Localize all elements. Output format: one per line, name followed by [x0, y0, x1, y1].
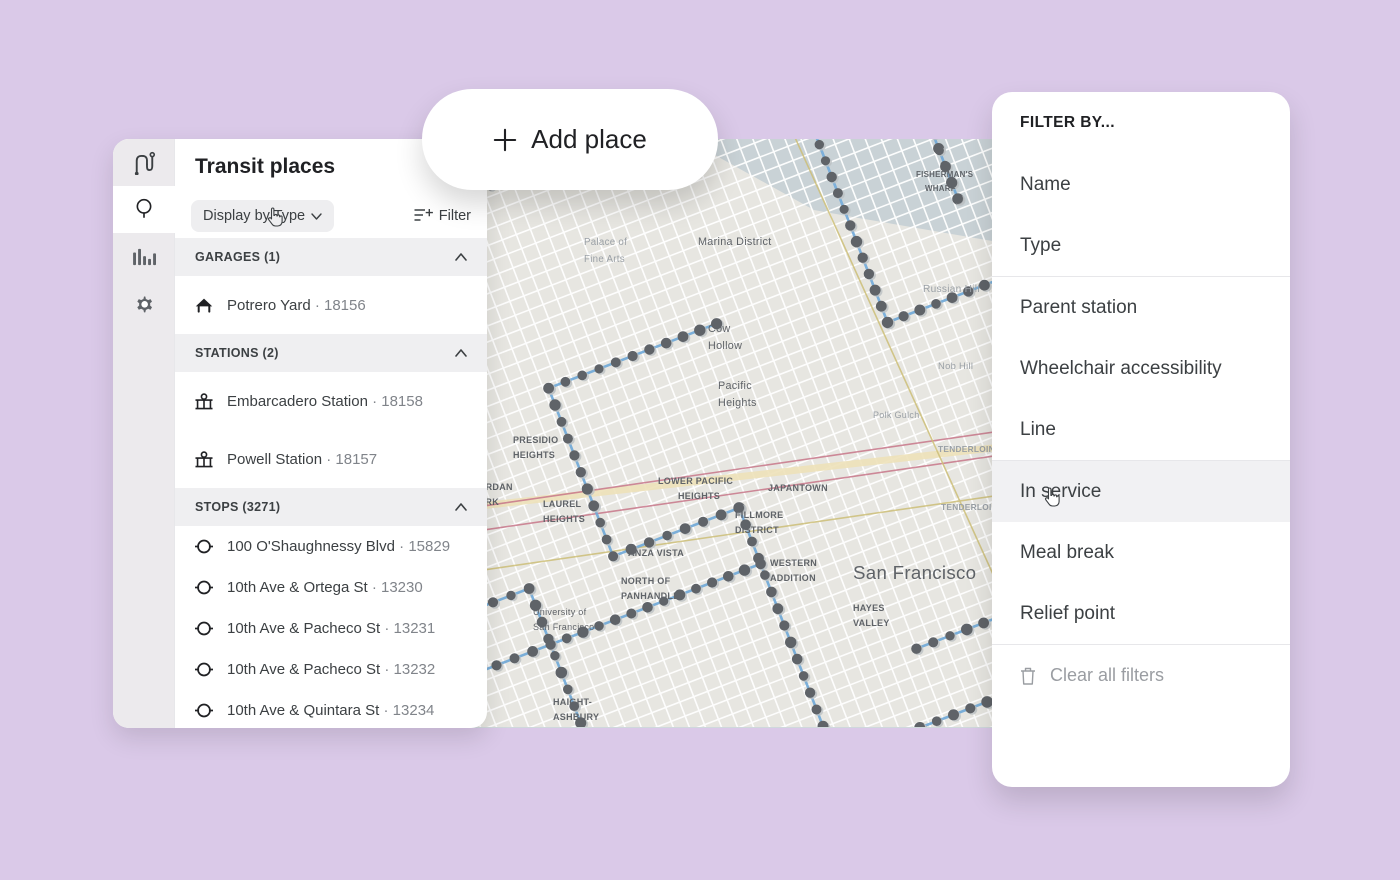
svg-text:HEIGHTS: HEIGHTS [543, 514, 585, 524]
svg-text:TENDERLOIN: TENDERLOIN [938, 444, 995, 454]
svg-text:Pacific: Pacific [718, 380, 752, 392]
svg-text:FILLMORE: FILLMORE [735, 510, 783, 520]
svg-text:ADDITION: ADDITION [770, 573, 816, 583]
svg-text:Nob Hill: Nob Hill [938, 360, 973, 371]
svg-text:Cow: Cow [708, 323, 731, 335]
svg-text:HAIGHT-: HAIGHT- [553, 697, 592, 707]
svg-text:PANHANDLE: PANHANDLE [621, 591, 680, 601]
svg-text:NORTH OF: NORTH OF [621, 576, 671, 586]
svg-text:PRESIDIO: PRESIDIO [513, 435, 558, 445]
svg-text:San Francisco: San Francisco [853, 562, 976, 583]
svg-text:University of: University of [533, 607, 587, 617]
svg-text:FISHERMAN'S: FISHERMAN'S [916, 170, 973, 179]
svg-text:Marina District: Marina District [698, 236, 772, 248]
svg-text:Palace of: Palace of [584, 237, 627, 248]
svg-text:Russian Hill: Russian Hill [923, 284, 980, 295]
svg-text:WESTERN: WESTERN [770, 558, 817, 568]
svg-text:Fine Arts: Fine Arts [584, 254, 625, 265]
svg-text:DISTRICT: DISTRICT [735, 525, 779, 535]
svg-text:TENDERLOIN: TENDERLOIN [941, 502, 998, 512]
svg-text:LOWER PACIFIC: LOWER PACIFIC [658, 476, 733, 486]
svg-text:WHARF: WHARF [925, 184, 956, 193]
svg-text:JAPANTOWN: JAPANTOWN [768, 483, 828, 493]
svg-text:San Francisco: San Francisco [533, 622, 594, 632]
svg-text:Heights: Heights [718, 397, 757, 409]
svg-text:ANZA VISTA: ANZA VISTA [628, 548, 684, 558]
svg-text:ASHBURY: ASHBURY [553, 712, 599, 722]
svg-text:HEIGHTS: HEIGHTS [513, 450, 555, 460]
svg-text:HAYES: HAYES [853, 603, 885, 613]
svg-text:Hollow: Hollow [708, 340, 742, 352]
svg-text:VALLEY: VALLEY [853, 618, 890, 628]
svg-text:LAUREL: LAUREL [543, 499, 581, 509]
svg-text:Polk Gulch: Polk Gulch [873, 410, 920, 420]
svg-text:HEIGHTS: HEIGHTS [678, 491, 720, 501]
